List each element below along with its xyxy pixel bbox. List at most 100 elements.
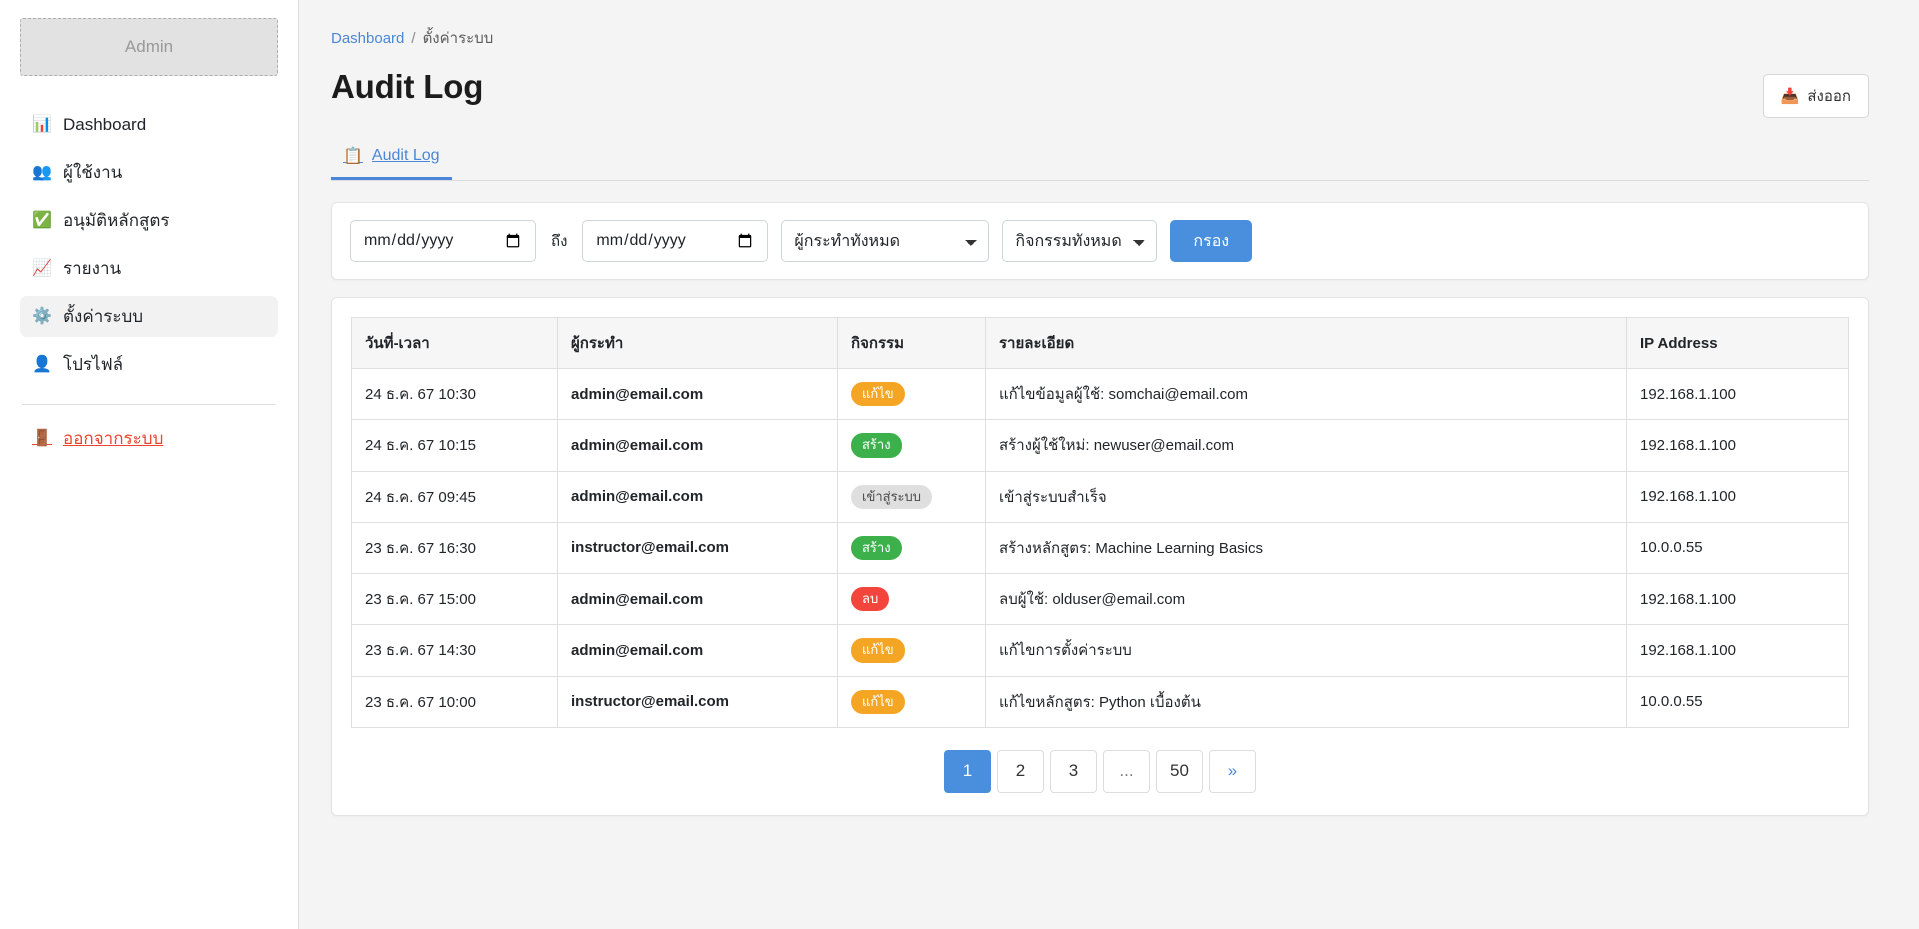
breadcrumb-current: ตั้งค่าระบบ — [422, 30, 494, 47]
cell-activity: สร้าง — [837, 521, 986, 575]
logout-label: ออกจากระบบ — [63, 429, 164, 448]
cell-datetime: 23 ธ.ค. 67 14:30 — [351, 624, 558, 677]
column-header-datetime: วันที่-เวลา — [351, 317, 558, 369]
cell-datetime: 23 ธ.ค. 67 16:30 — [351, 521, 558, 575]
pagination-ellipsis: ... — [1103, 749, 1150, 793]
cell-datetime: 23 ธ.ค. 67 15:00 — [351, 572, 558, 626]
column-header-activity: กิจกรรม — [837, 317, 986, 369]
export-button[interactable]: 📥 ส่งออก — [1762, 74, 1869, 118]
bar-chart-icon: 📊 — [32, 115, 52, 133]
apply-filter-button[interactable]: กรอง — [1170, 220, 1253, 262]
cell-activity: แก้ไข — [837, 367, 986, 421]
inbox-tray-icon: 📥 — [1780, 88, 1800, 105]
sidebar-item-dashboard[interactable]: 📊 Dashboard — [20, 104, 278, 145]
cell-ip: 192.168.1.100 — [1626, 470, 1849, 523]
audit-log-table-card: วันที่-เวลา ผู้กระทำ กิจกรรม รายละเอียด … — [331, 297, 1869, 816]
pagination-page-button[interactable]: 1 — [944, 749, 991, 793]
table-row: 23 ธ.ค. 67 10:00 instructor@email.com แก้ไ… — [351, 675, 1849, 728]
breadcrumb: Dashboard / ตั้งค่าระบบ — [331, 26, 1869, 50]
check-mark-icon: ✅ — [32, 211, 52, 229]
sidebar-item-system-settings[interactable]: ⚙️ ตั้งค่าระบบ — [20, 296, 278, 337]
clipboard-icon: 📋 — [343, 148, 363, 165]
brand-placeholder: Admin — [20, 18, 278, 76]
breadcrumb-home-link[interactable]: Dashboard — [331, 29, 405, 47]
export-button-label: ส่งออก — [1807, 88, 1851, 105]
logout-link[interactable]: 🚪 ออกจากระบบ — [20, 425, 278, 452]
column-header-detail: รายละเอียด — [985, 317, 1627, 369]
activity-select[interactable]: กิจกรรมทั้งหมด — [1002, 220, 1158, 262]
cell-ip: 10.0.0.55 — [1626, 675, 1849, 728]
cell-ip: 192.168.1.100 — [1626, 419, 1849, 472]
cell-actor: admin@email.com — [557, 624, 838, 677]
table-row: 24 ธ.ค. 67 10:15 admin@email.com สร้าง สร้า… — [351, 419, 1849, 472]
cell-ip: 192.168.1.100 — [1626, 624, 1849, 677]
cell-datetime: 23 ธ.ค. 67 10:00 — [351, 675, 558, 728]
brand-label: Admin — [124, 37, 174, 56]
tab-audit-log[interactable]: 📋 Audit Log — [331, 144, 452, 180]
sidebar-item-label: ผู้ใช้งาน — [63, 163, 123, 182]
cell-actor: admin@email.com — [557, 470, 838, 523]
activity-badge: ลบ — [851, 587, 890, 612]
door-icon: 🚪 — [32, 429, 52, 447]
cell-detail: แก้ไขข้อมูลผู้ใช้: somchai@email.com — [985, 367, 1627, 421]
page-title: Audit Log — [331, 68, 484, 105]
main-content: Dashboard / ตั้งค่าระบบ Audit Log 📥 ส่งอ… — [299, 0, 1919, 929]
table-row: 23 ธ.ค. 67 15:00 admin@email.com ลบ ลบผู้ใช… — [351, 572, 1849, 626]
sidebar-item-label: รายงาน — [63, 259, 122, 278]
gear-icon: ⚙️ — [32, 307, 52, 325]
table-row: 23 ธ.ค. 67 14:30 admin@email.com แก้ไข แก้ไ… — [351, 624, 1849, 677]
sidebar-item-label: อนุมัติหลักสูตร — [63, 211, 170, 230]
cell-detail: แก้ไขการตั้งค่าระบบ — [985, 624, 1627, 677]
cell-detail: เข้าสู่ระบบสำเร็จ — [985, 470, 1627, 523]
filter-panel: ถึง ผู้กระทำทั้งหมด กิจกรรมทั้งหมด กรอง — [331, 202, 1869, 280]
date-from-input[interactable] — [350, 220, 536, 262]
table-row: 24 ธ.ค. 67 09:45 admin@email.com เข้าสู่ระ… — [351, 470, 1849, 523]
activity-badge: แก้ไข — [851, 689, 905, 714]
cell-actor: admin@email.com — [557, 367, 838, 421]
activity-badge: แก้ไข — [851, 382, 905, 407]
date-to-input[interactable] — [582, 220, 769, 262]
sidebar-item-label: โปรไฟล์ — [63, 355, 124, 374]
table-head: วันที่-เวลา ผู้กระทำ กิจกรรม รายละเอียด … — [351, 317, 1849, 369]
sidebar-nav: 📊 Dashboard 👥 ผู้ใช้งาน ✅ อนุมัติหลักสูต… — [20, 104, 278, 452]
cell-ip: 192.168.1.100 — [1626, 367, 1849, 421]
cell-datetime: 24 ธ.ค. 67 09:45 — [351, 470, 558, 523]
sidebar-item-reports[interactable]: 📈 รายงาน — [20, 248, 278, 289]
table-row: 24 ธ.ค. 67 10:30 admin@email.com แก้ไข แก้ไ… — [351, 367, 1849, 421]
cell-activity: แก้ไข — [837, 624, 986, 677]
cell-actor: admin@email.com — [557, 419, 838, 472]
sidebar-item-label: ตั้งค่าระบบ — [63, 307, 144, 326]
activity-badge: สร้าง — [851, 535, 902, 560]
activity-badge: สร้าง — [851, 433, 902, 458]
table-header-row: วันที่-เวลา ผู้กระทำ กิจกรรม รายละเอียด … — [351, 317, 1849, 369]
sidebar-item-course-approval[interactable]: ✅ อนุมัติหลักสูตร — [20, 200, 278, 241]
pagination-next-button[interactable]: » — [1209, 749, 1256, 793]
page-header-row: Audit Log 📥 ส่งออก — [331, 68, 1869, 118]
table-row: 23 ธ.ค. 67 16:30 instructor@email.com สร้า… — [351, 521, 1849, 575]
cell-datetime: 24 ธ.ค. 67 10:15 — [351, 419, 558, 472]
breadcrumb-separator: / — [411, 29, 416, 47]
sidebar-item-users[interactable]: 👥 ผู้ใช้งาน — [20, 152, 278, 193]
date-range-to-label: ถึง — [551, 233, 568, 250]
cell-detail: สร้างหลักสูตร: Machine Learning Basics — [985, 521, 1627, 575]
pagination-page-button[interactable]: 50 — [1156, 749, 1203, 793]
activity-badge: เข้าสู่ระบบ — [851, 484, 933, 509]
cell-ip: 10.0.0.55 — [1626, 521, 1849, 575]
pagination-page-button[interactable]: 2 — [997, 749, 1044, 793]
tab-bar: 📋 Audit Log — [331, 144, 1869, 181]
table-body: 24 ธ.ค. 67 10:30 admin@email.com แก้ไข แก้ไ… — [351, 367, 1849, 728]
sidebar: Admin 📊 Dashboard 👥 ผู้ใช้งาน ✅ อนุมัติห… — [0, 0, 299, 929]
column-header-actor: ผู้กระทำ — [557, 317, 838, 369]
cell-datetime: 24 ธ.ค. 67 10:30 — [351, 367, 558, 421]
sidebar-item-profile[interactable]: 👤 โปรไฟล์ — [20, 344, 278, 385]
users-icon: 👥 — [32, 163, 52, 181]
cell-detail: แก้ไขหลักสูตร: Python เบื้องต้น — [985, 675, 1627, 728]
person-icon: 👤 — [32, 355, 52, 373]
cell-activity: สร้าง — [837, 419, 986, 472]
cell-ip: 192.168.1.100 — [1626, 572, 1849, 626]
pagination-page-button[interactable]: 3 — [1050, 749, 1097, 793]
column-header-ip: IP Address — [1626, 317, 1849, 369]
actor-select[interactable]: ผู้กระทำทั้งหมด — [781, 220, 990, 262]
activity-badge: แก้ไข — [851, 638, 905, 663]
